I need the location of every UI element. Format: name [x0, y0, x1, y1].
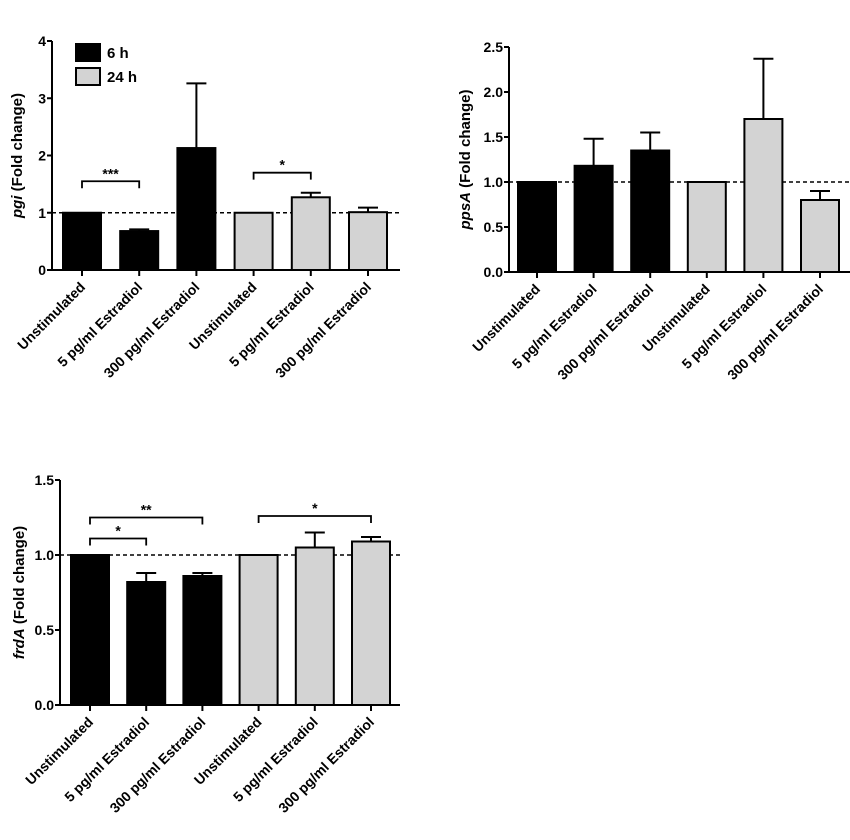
- significance-bracket: [89, 537, 148, 546]
- y-tick-label: 1: [38, 205, 46, 221]
- y-axis-label-unit: (Fold change): [11, 526, 28, 629]
- y-tick-label: 3: [38, 90, 46, 106]
- x-tick-label: 300 pg/ml Estradiol: [100, 279, 202, 381]
- significance-label: **: [141, 502, 152, 518]
- bar: [182, 575, 223, 706]
- y-axis-label: frdA (Fold change): [11, 526, 28, 659]
- bar: [238, 554, 279, 706]
- y-tick-label: 0.5: [35, 622, 55, 638]
- legend-swatch: [75, 43, 101, 62]
- y-tick-label: 2.5: [484, 39, 504, 55]
- y-axis-label-unit: (Fold change): [9, 93, 26, 196]
- y-axis-label-gene: ppsA: [457, 192, 474, 231]
- bar: [573, 164, 614, 273]
- bar: [800, 199, 840, 273]
- significance-label: *: [312, 500, 318, 516]
- bar: [294, 546, 335, 706]
- x-tick-label: 300 pg/ml Estradiol: [554, 281, 656, 383]
- bar: [176, 147, 217, 271]
- bar: [743, 118, 784, 273]
- bar: [119, 230, 160, 272]
- bar: [686, 181, 727, 273]
- significance-label: *: [115, 523, 121, 539]
- significance-label: *: [279, 157, 285, 173]
- bar: [351, 540, 391, 706]
- y-tick-label: 0.0: [484, 264, 504, 280]
- significance-bracket: [89, 516, 204, 525]
- bar: [290, 196, 331, 271]
- y-tick-label: 1.5: [35, 472, 55, 488]
- bar: [348, 211, 388, 272]
- significance-bracket: [252, 171, 312, 180]
- bar: [62, 211, 102, 271]
- y-tick-label: 2: [38, 148, 46, 164]
- y-tick-label: 0.5: [484, 219, 504, 235]
- x-tick-label: 300 pg/ml Estradiol: [275, 714, 377, 816]
- x-tick-label: 300 pg/ml Estradiol: [724, 281, 826, 383]
- significance-bracket: [81, 180, 141, 189]
- y-axis-label: pgi (Fold change): [9, 93, 26, 219]
- legend-label: 6 h: [107, 45, 129, 62]
- y-tick-label: 1.0: [484, 174, 504, 190]
- significance-label: ***: [102, 165, 119, 181]
- y-axis-label-gene: frdA: [11, 628, 28, 659]
- y-tick-label: 1.0: [35, 547, 55, 563]
- y-tick-label: 1.5: [484, 129, 504, 145]
- legend-swatch: [75, 67, 101, 86]
- y-tick-label: 0.0: [35, 697, 55, 713]
- bar: [517, 181, 557, 273]
- bar: [70, 554, 110, 706]
- bar: [233, 211, 274, 271]
- bar: [126, 581, 167, 706]
- y-axis-label-gene: pgi: [9, 195, 26, 219]
- bar: [630, 149, 671, 273]
- y-axis-label: ppsA (Fold change): [457, 90, 474, 231]
- y-tick-label: 4: [38, 33, 46, 49]
- x-tick-label: 300 pg/ml Estradiol: [272, 279, 374, 381]
- y-tick-label: 2.0: [484, 84, 504, 100]
- legend-label: 24 h: [107, 69, 137, 86]
- y-axis-label-unit: (Fold change): [457, 90, 474, 193]
- significance-bracket: [257, 515, 372, 523]
- x-tick-label: 300 pg/ml Estradiol: [106, 714, 208, 816]
- y-tick-label: 0: [38, 262, 46, 278]
